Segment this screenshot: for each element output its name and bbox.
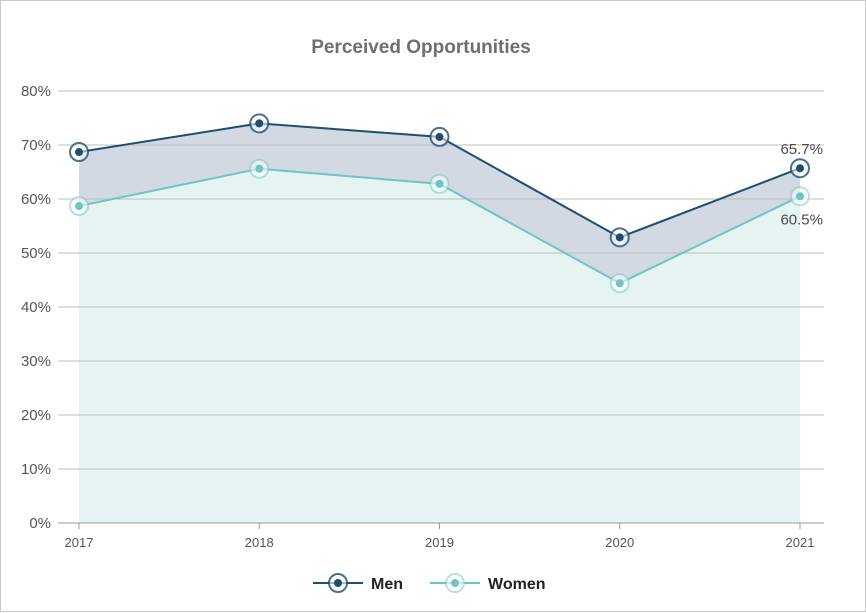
y-tick-label: 40% xyxy=(21,299,51,316)
point-women xyxy=(429,173,450,194)
x-tick-label: 2020 xyxy=(605,535,634,550)
x-tick-label: 2018 xyxy=(245,535,274,550)
point-men xyxy=(69,142,89,163)
point-men xyxy=(429,126,450,147)
y-tick-label: 50% xyxy=(21,245,51,262)
point-women xyxy=(249,158,270,179)
point-women xyxy=(609,273,630,294)
legend-item-men: Men xyxy=(313,573,403,593)
x-tick-label: 2021 xyxy=(786,535,815,550)
x-tick-label: 2017 xyxy=(65,535,94,550)
x-axis: 2017 2018 2019 2020 2021 xyxy=(65,523,815,550)
point-women xyxy=(790,186,810,207)
y-tick-label: 20% xyxy=(21,407,51,424)
y-tick-label: 80% xyxy=(21,83,51,100)
data-label-men: 65.7% xyxy=(780,141,823,158)
y-tick-label: 30% xyxy=(21,353,51,370)
point-women xyxy=(69,196,89,217)
y-tick-label: 0% xyxy=(29,515,51,532)
y-tick-label: 70% xyxy=(21,137,51,154)
y-tick-label: 10% xyxy=(21,461,51,478)
series xyxy=(69,113,810,294)
legend-label: Men xyxy=(371,576,403,593)
data-label-women: 60.5% xyxy=(780,211,823,228)
data-labels: 65.7% 60.5% xyxy=(780,141,823,228)
legend-label: Women xyxy=(488,576,545,593)
legend-item-women: Women xyxy=(430,573,545,593)
point-men xyxy=(249,113,270,134)
gridlines xyxy=(58,90,824,524)
legend: Men Women xyxy=(313,573,545,593)
y-tick-label: 60% xyxy=(21,191,51,208)
point-men xyxy=(609,227,630,248)
y-axis: 0% 10% 20% 30% 40% 50% 60% 70% 80% xyxy=(21,83,51,532)
area-under-women xyxy=(79,168,800,523)
chart-title: Perceived Opportunities xyxy=(311,37,531,58)
point-men xyxy=(790,158,810,179)
x-tick-label: 2019 xyxy=(425,535,454,550)
